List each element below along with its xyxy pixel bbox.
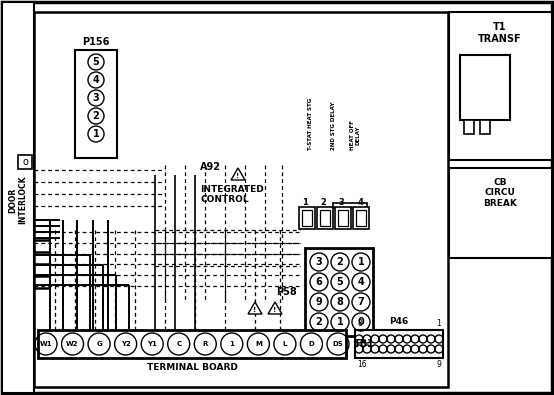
Bar — [38, 330, 346, 358]
Text: 1: 1 — [302, 198, 308, 207]
Bar — [317, 207, 333, 229]
Text: W2: W2 — [66, 341, 79, 347]
Text: 2: 2 — [93, 111, 99, 121]
Text: P156: P156 — [83, 37, 110, 47]
Text: G: G — [96, 341, 102, 347]
Text: 0: 0 — [358, 317, 365, 327]
Bar — [356, 210, 366, 226]
Text: !: ! — [253, 307, 257, 313]
Text: 16: 16 — [357, 360, 367, 369]
Text: 1: 1 — [358, 257, 365, 267]
Text: 1: 1 — [436, 319, 441, 328]
Text: o: o — [22, 157, 28, 167]
Text: !: ! — [273, 307, 276, 313]
Bar — [335, 207, 351, 229]
Text: CB
CIRCU
BREAK: CB CIRCU BREAK — [483, 178, 517, 208]
Text: 8: 8 — [337, 297, 343, 307]
Bar — [333, 203, 367, 208]
Text: 2: 2 — [320, 198, 326, 207]
Text: 5: 5 — [93, 57, 99, 67]
Text: 2: 2 — [337, 257, 343, 267]
Text: INTEGRATED
CONTROL: INTEGRATED CONTROL — [200, 185, 264, 204]
Text: 9: 9 — [316, 297, 322, 307]
Text: 3: 3 — [93, 93, 99, 103]
Text: DOOR
INTERLOCK: DOOR INTERLOCK — [8, 176, 28, 224]
Bar — [460, 55, 510, 120]
Polygon shape — [231, 168, 245, 180]
Text: 4: 4 — [93, 75, 99, 85]
Text: 4: 4 — [357, 198, 363, 207]
Text: 8: 8 — [357, 319, 362, 328]
Bar — [464, 120, 474, 134]
Text: TB1: TB1 — [353, 339, 375, 349]
Bar — [449, 12, 552, 160]
Bar — [320, 210, 330, 226]
Text: D: D — [309, 341, 314, 347]
Text: T1
TRANSF: T1 TRANSF — [478, 22, 522, 43]
Bar — [302, 210, 312, 226]
Text: L: L — [283, 341, 287, 347]
Text: 1: 1 — [93, 129, 99, 139]
Bar — [353, 207, 369, 229]
Text: 5: 5 — [337, 277, 343, 287]
Text: C: C — [176, 341, 181, 347]
Polygon shape — [268, 302, 282, 314]
Text: HEAT OFF
DELAY: HEAT OFF DELAY — [350, 120, 361, 150]
Text: DS: DS — [332, 341, 343, 347]
Text: M: M — [255, 341, 262, 347]
Bar — [34, 12, 448, 387]
Text: R: R — [203, 341, 208, 347]
Text: W1: W1 — [40, 341, 52, 347]
Text: 4: 4 — [358, 277, 365, 287]
Text: A92: A92 — [200, 162, 221, 172]
Text: !: ! — [237, 173, 240, 179]
Text: P46: P46 — [389, 317, 409, 326]
Bar — [2, 2, 34, 393]
Polygon shape — [248, 302, 262, 314]
Bar — [355, 330, 443, 358]
Bar — [449, 168, 552, 258]
Text: 3: 3 — [316, 257, 322, 267]
Text: 3: 3 — [338, 198, 344, 207]
Text: Y1: Y1 — [147, 341, 157, 347]
Bar — [299, 207, 315, 229]
Text: 1: 1 — [229, 341, 234, 347]
Bar — [305, 248, 373, 336]
Bar — [480, 120, 490, 134]
Bar — [18, 155, 32, 169]
Text: 2ND STG DELAY: 2ND STG DELAY — [331, 102, 336, 150]
Text: 6: 6 — [316, 277, 322, 287]
Text: P58: P58 — [276, 287, 297, 297]
Text: 2: 2 — [316, 317, 322, 327]
Bar — [75, 50, 117, 158]
Text: 7: 7 — [358, 297, 365, 307]
Bar — [338, 210, 348, 226]
Text: 9: 9 — [436, 360, 441, 369]
Text: TERMINAL BOARD: TERMINAL BOARD — [147, 363, 238, 372]
Text: T-STAT HEAT STG: T-STAT HEAT STG — [307, 98, 312, 150]
Text: 1: 1 — [337, 317, 343, 327]
Text: Y2: Y2 — [121, 341, 131, 347]
